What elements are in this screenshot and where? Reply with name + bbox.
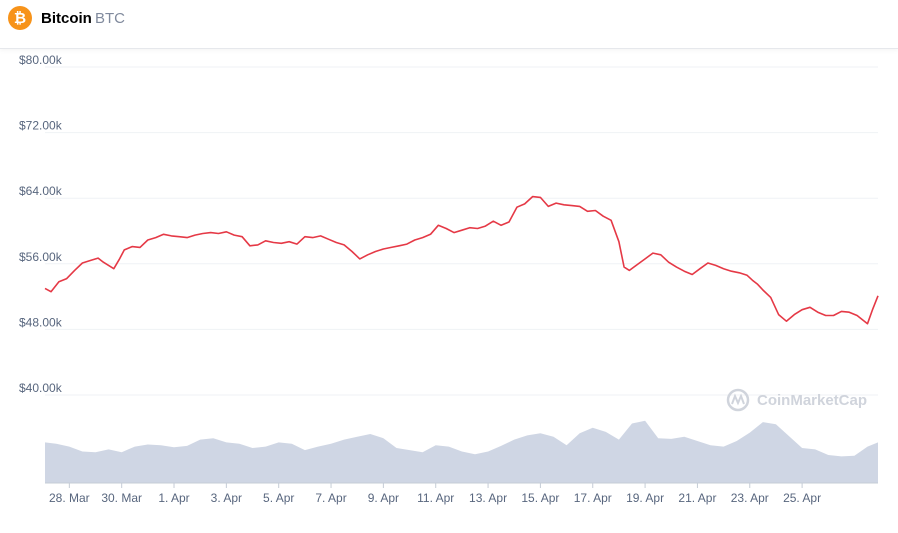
price-line bbox=[44, 195, 879, 325]
svg-text:₿: ₿ bbox=[14, 10, 26, 27]
x-tick-label: 19. Apr bbox=[626, 491, 664, 505]
coin-symbol: BTC bbox=[95, 10, 125, 27]
x-tick-label: 11. Apr bbox=[417, 491, 454, 505]
volume-area bbox=[45, 420, 878, 483]
coin-name: Bitcoin bbox=[41, 10, 92, 27]
x-tick-label: 1. Apr bbox=[158, 491, 189, 505]
x-tick-label: 15. Apr bbox=[521, 491, 559, 505]
price-series bbox=[44, 195, 879, 325]
x-tick-label: 28. Mar bbox=[49, 491, 90, 505]
y-tick-label: $72.00k bbox=[19, 119, 63, 133]
volume-series bbox=[45, 420, 878, 483]
x-tick-label: 5. Apr bbox=[263, 491, 294, 505]
x-tick-label: 25. Apr bbox=[783, 491, 821, 505]
x-tick-label: 21. Apr bbox=[678, 491, 716, 505]
price-chart[interactable]: $40.00k $48.00k $56.00k $64.00k $72.00k $80.0… bbox=[0, 49, 898, 533]
x-tick-label: 30. Mar bbox=[101, 491, 142, 505]
x-tick-label: 13. Apr bbox=[469, 491, 507, 505]
x-tick-label: 23. Apr bbox=[731, 491, 769, 505]
y-tick-label: $40.00k bbox=[19, 381, 63, 395]
y-tick-label: $64.00k bbox=[19, 184, 63, 198]
coinmarketcap-icon bbox=[726, 388, 750, 412]
x-tick-label: 7. Apr bbox=[315, 491, 346, 505]
watermark-text: CoinMarketCap bbox=[757, 392, 867, 409]
y-tick-label: $56.00k bbox=[19, 250, 63, 264]
y-axis-ticks: $40.00k $48.00k $56.00k $64.00k $72.00k $80.0… bbox=[19, 53, 63, 395]
y-tick-label: $48.00k bbox=[19, 315, 63, 329]
bitcoin-icon: ₿ bbox=[8, 6, 32, 30]
chart-header: ₿ Bitcoin BTC bbox=[0, 0, 898, 49]
x-axis-ticks: 28. Mar 30. Mar 1. Apr 3. Apr 5. Apr 7. Apr 9.… bbox=[49, 483, 821, 505]
x-tick-label: 3. Apr bbox=[211, 491, 242, 505]
y-tick-label: $80.00k bbox=[19, 53, 63, 67]
x-tick-label: 9. Apr bbox=[368, 491, 399, 505]
grid-lines bbox=[45, 66, 878, 396]
watermark: CoinMarketCap bbox=[726, 388, 867, 412]
x-tick-label: 17. Apr bbox=[574, 491, 612, 505]
